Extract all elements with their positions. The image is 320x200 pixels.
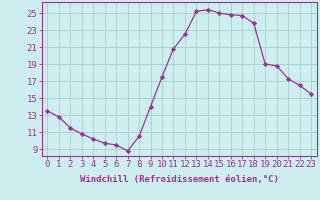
X-axis label: Windchill (Refroidissement éolien,°C): Windchill (Refroidissement éolien,°C) [80, 175, 279, 184]
